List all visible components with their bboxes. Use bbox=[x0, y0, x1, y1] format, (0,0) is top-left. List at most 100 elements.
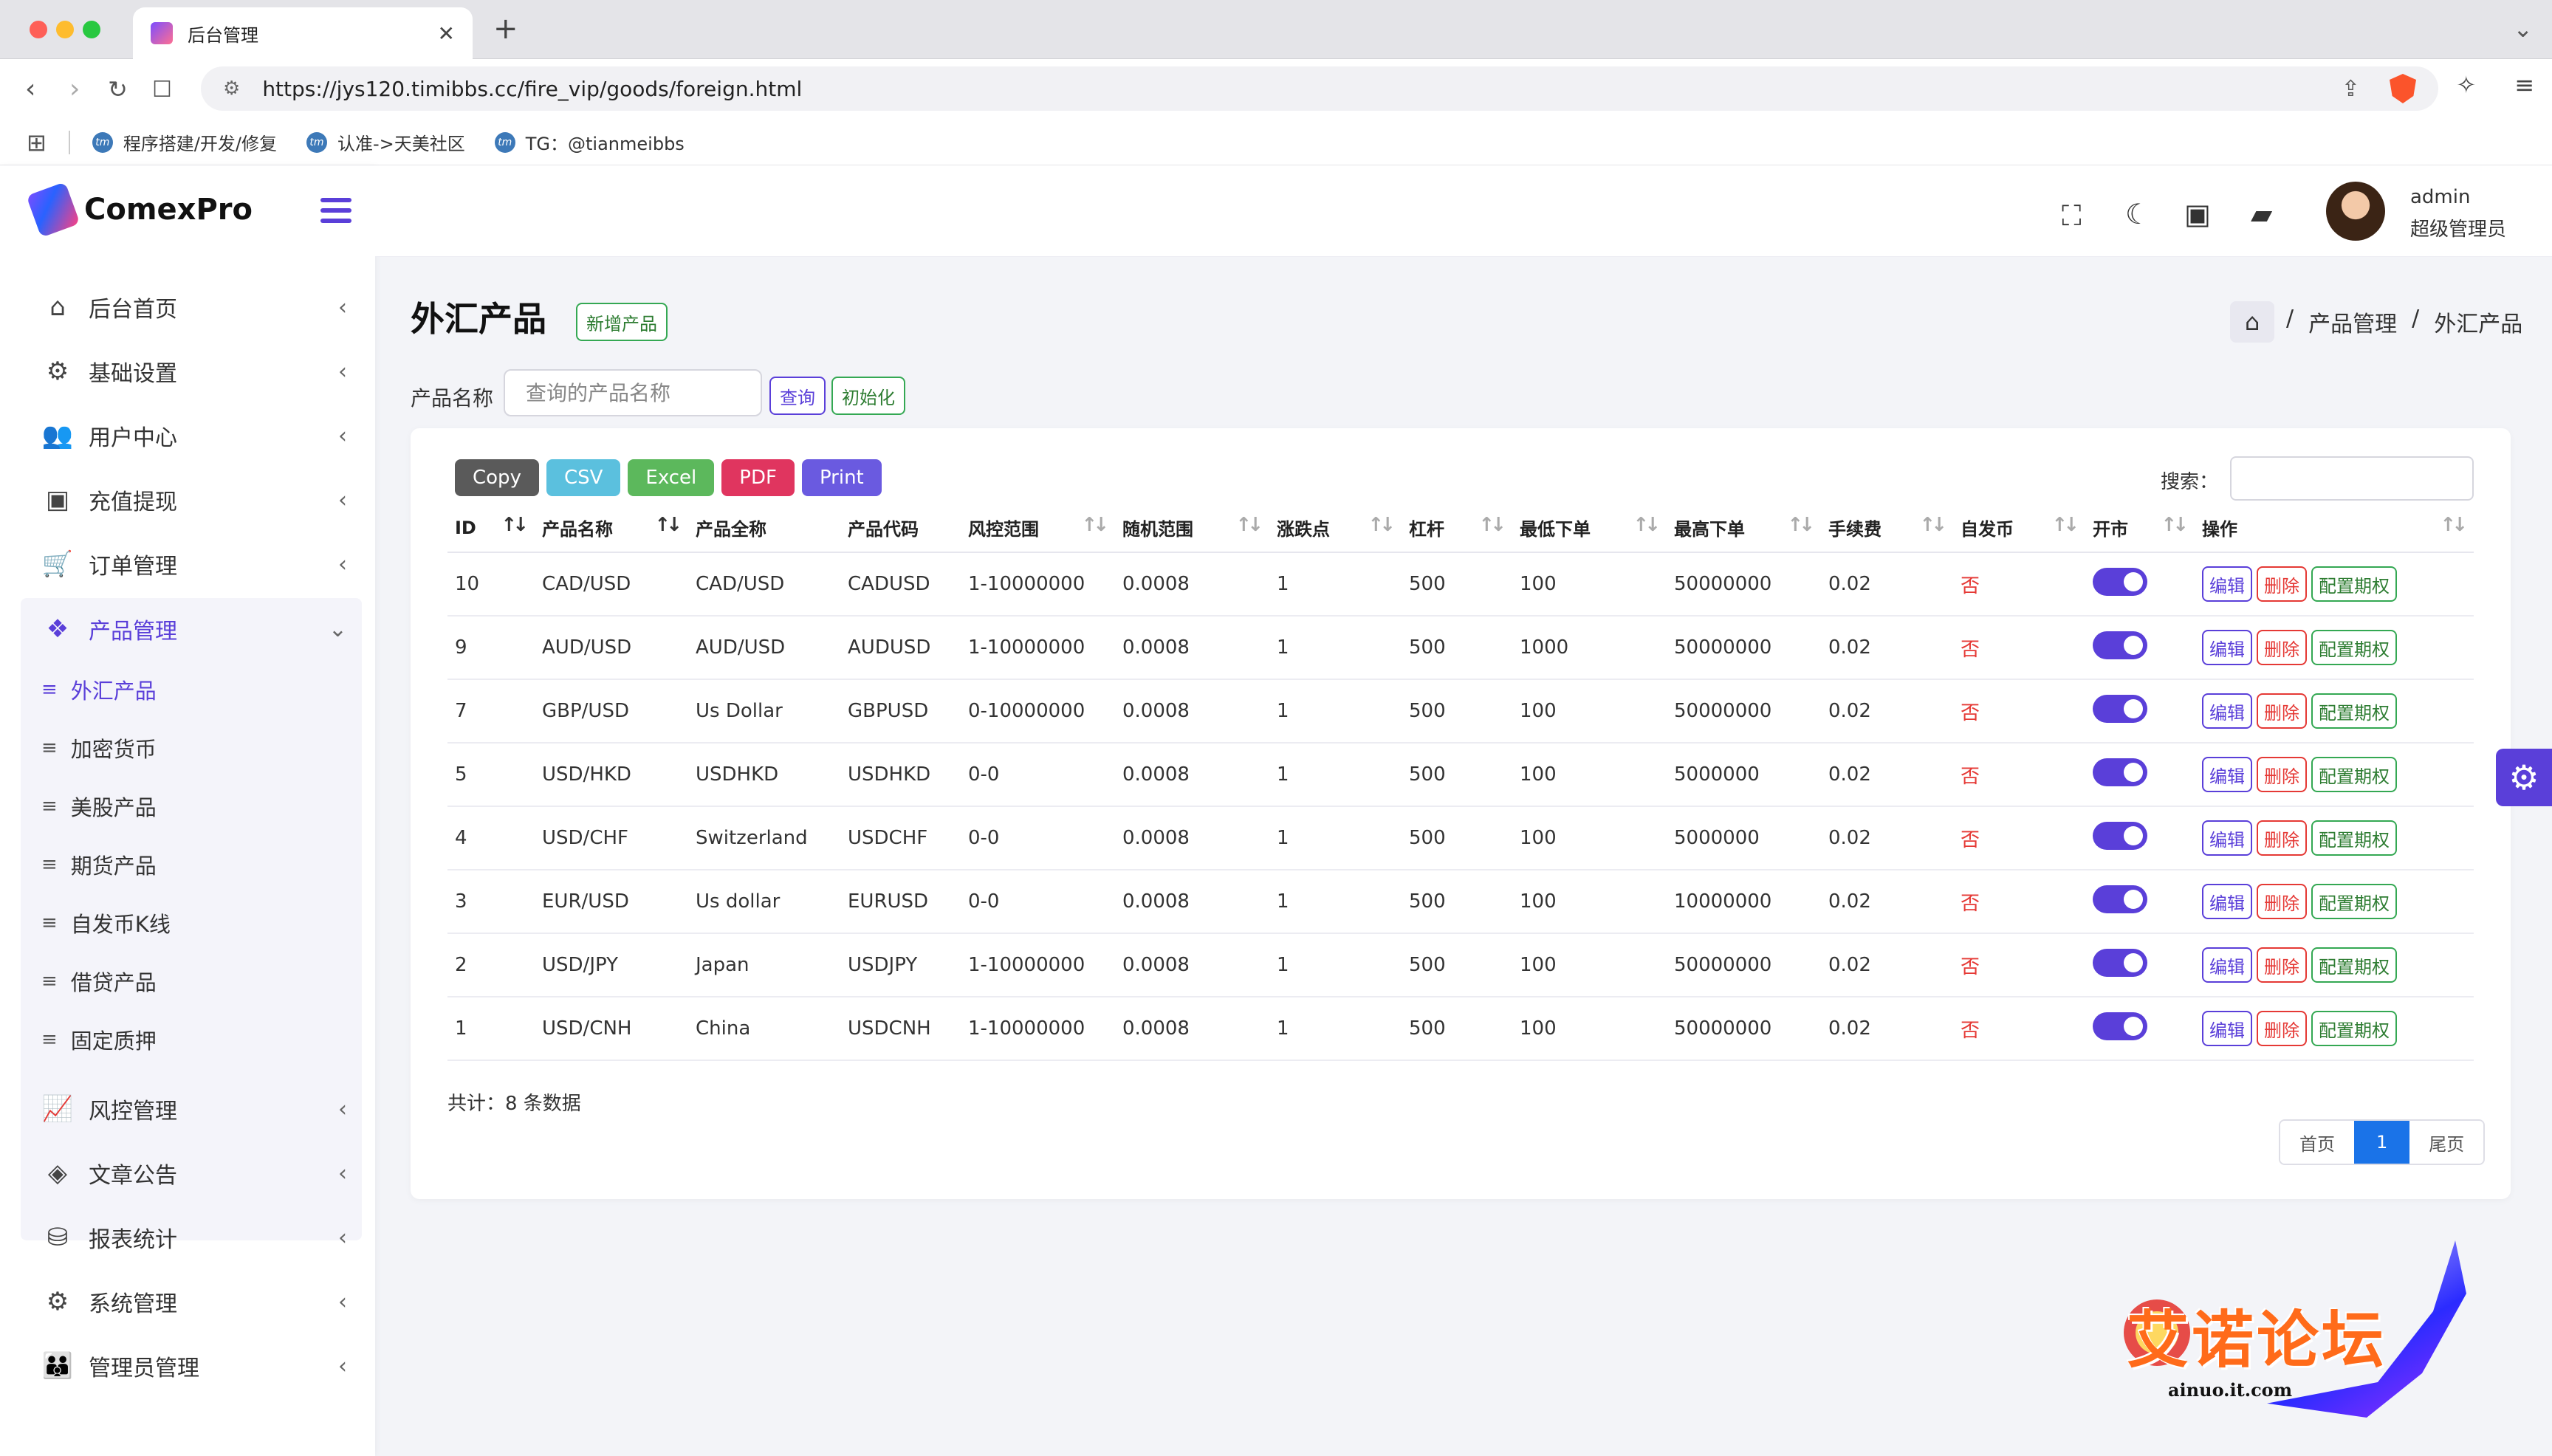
sidebar-item-products[interactable]: ❖ 产品管理 ⌄ bbox=[21, 602, 362, 656]
column-header[interactable]: 自发币 ↑↓ bbox=[1953, 504, 2085, 553]
config-options-button[interactable]: 配置期权 bbox=[2311, 820, 2397, 856]
column-header[interactable]: 开市 ↑↓ bbox=[2085, 504, 2195, 553]
sort-icon[interactable]: ↑↓ bbox=[1081, 514, 1108, 536]
config-options-button[interactable]: 配置期权 bbox=[2311, 947, 2397, 983]
column-header[interactable]: 产品全称 bbox=[688, 504, 840, 553]
sidebar-item-deposit[interactable]: ▣ 充值提现 ‹ bbox=[21, 473, 362, 526]
excel-button[interactable]: Excel bbox=[628, 459, 715, 496]
copy-button[interactable]: Copy bbox=[455, 459, 539, 496]
submenu-item-futures[interactable]: ≡ 期货产品 bbox=[41, 842, 157, 887]
csv-button[interactable]: CSV bbox=[546, 459, 621, 496]
product-name-input[interactable] bbox=[504, 369, 762, 416]
print-button[interactable]: Print bbox=[801, 459, 882, 496]
column-header[interactable]: 风控范围 ↑↓ bbox=[961, 504, 1115, 553]
table-search-input[interactable] bbox=[2230, 456, 2474, 501]
brave-shield-icon[interactable] bbox=[2390, 74, 2416, 103]
sidebar-item-orders[interactable]: 🛒 订单管理 ‹ bbox=[21, 538, 362, 591]
sort-icon[interactable]: ↑↓ bbox=[2161, 514, 2188, 536]
new-tab-icon[interactable]: + bbox=[493, 12, 518, 46]
sort-icon[interactable]: ↑↓ bbox=[1633, 514, 1660, 536]
site-settings-icon[interactable]: ⚙ bbox=[223, 78, 241, 100]
column-header[interactable]: 手续费 ↑↓ bbox=[1821, 504, 1953, 553]
url-text[interactable]: https://jys120.timibbs.cc/fire_vip/goods… bbox=[262, 76, 803, 101]
sidebar-item-settings[interactable]: ⚙ 基础设置 ‹ bbox=[21, 345, 362, 398]
edit-button[interactable]: 编辑 bbox=[2202, 693, 2252, 729]
browser-tab[interactable]: 后台管理 ✕ bbox=[133, 7, 473, 59]
edit-button[interactable]: 编辑 bbox=[2202, 947, 2252, 983]
edit-button[interactable]: 编辑 bbox=[2202, 820, 2252, 856]
config-options-button[interactable]: 配置期权 bbox=[2311, 630, 2397, 665]
dark-mode-moon-icon[interactable]: ☾ bbox=[2125, 198, 2151, 230]
breadcrumb-item[interactable]: 产品管理 bbox=[2308, 312, 2398, 337]
sort-icon[interactable]: ↑↓ bbox=[1919, 514, 1946, 536]
delete-button[interactable]: 删除 bbox=[2257, 884, 2307, 919]
market-open-toggle[interactable] bbox=[2093, 1012, 2147, 1040]
share-icon[interactable]: ⇪ bbox=[2341, 75, 2360, 102]
user-name[interactable]: admin bbox=[2410, 186, 2471, 208]
bookmark-icon[interactable]: ☐ bbox=[152, 77, 172, 103]
menu-toggle-icon[interactable] bbox=[320, 198, 351, 223]
column-header[interactable]: 操作 ↑↓ bbox=[2195, 504, 2474, 553]
edit-button[interactable]: 编辑 bbox=[2202, 1011, 2252, 1046]
sort-icon[interactable]: ↑↓ bbox=[1478, 514, 1506, 536]
sort-icon[interactable]: ↑↓ bbox=[2051, 514, 2079, 536]
column-header[interactable]: 随机范围 ↑↓ bbox=[1115, 504, 1269, 553]
bookmark-item[interactable]: tm 程序搭建/开发/修复 bbox=[92, 129, 277, 155]
sort-icon[interactable]: ↑↓ bbox=[1368, 514, 1395, 536]
minimize-window-button[interactable] bbox=[56, 21, 74, 38]
submenu-item-staking[interactable]: ≡ 固定质押 bbox=[41, 1017, 157, 1062]
forward-icon[interactable]: › bbox=[69, 74, 80, 104]
config-options-button[interactable]: 配置期权 bbox=[2311, 757, 2397, 792]
apps-grid-icon[interactable]: ⊞ bbox=[27, 128, 47, 157]
column-header[interactable]: 最低下单 ↑↓ bbox=[1512, 504, 1667, 553]
market-open-toggle[interactable] bbox=[2093, 567, 2147, 596]
edit-button[interactable]: 编辑 bbox=[2202, 757, 2252, 792]
delete-button[interactable]: 删除 bbox=[2257, 693, 2307, 729]
column-header[interactable]: 最高下单 ↑↓ bbox=[1667, 504, 1821, 553]
delete-button[interactable]: 删除 bbox=[2257, 630, 2307, 665]
edit-button[interactable]: 编辑 bbox=[2202, 630, 2252, 665]
avatar[interactable] bbox=[2326, 182, 2385, 241]
column-header[interactable]: ID ↑↓ bbox=[447, 504, 535, 553]
reset-button[interactable]: 初始化 bbox=[831, 377, 905, 415]
message-icon[interactable]: ▰ bbox=[2251, 198, 2273, 230]
edit-button[interactable]: 编辑 bbox=[2202, 566, 2252, 602]
config-options-button[interactable]: 配置期权 bbox=[2311, 1011, 2397, 1046]
sort-icon[interactable]: ↑↓ bbox=[1787, 514, 1814, 536]
submenu-item-us-stocks[interactable]: ≡ 美股产品 bbox=[41, 784, 157, 828]
submenu-item-lending[interactable]: ≡ 借贷产品 bbox=[41, 959, 157, 1003]
close-window-button[interactable] bbox=[30, 21, 47, 38]
sort-icon[interactable]: ↑↓ bbox=[501, 514, 528, 536]
market-open-toggle[interactable] bbox=[2093, 821, 2147, 850]
column-header[interactable]: 产品名称 ↑↓ bbox=[535, 504, 688, 553]
column-header[interactable]: 杠杆 ↑↓ bbox=[1402, 504, 1512, 553]
market-open-toggle[interactable] bbox=[2093, 758, 2147, 786]
page-1-button[interactable]: 1 bbox=[2354, 1121, 2410, 1164]
add-product-button[interactable]: 新增产品 bbox=[576, 303, 668, 341]
pdf-button[interactable]: PDF bbox=[721, 459, 795, 496]
market-open-toggle[interactable] bbox=[2093, 631, 2147, 659]
tab-list-chevron-icon[interactable]: ⌄ bbox=[2513, 15, 2533, 43]
delete-button[interactable]: 删除 bbox=[2257, 566, 2307, 602]
first-page-button[interactable]: 首页 bbox=[2280, 1121, 2354, 1164]
sidebar-item-system[interactable]: ⚙ 系统管理 ‹ bbox=[21, 1275, 362, 1328]
last-page-button[interactable]: 尾页 bbox=[2409, 1121, 2484, 1164]
ai-sparkle-icon[interactable]: ✧ bbox=[2456, 71, 2477, 99]
edit-button[interactable]: 编辑 bbox=[2202, 884, 2252, 919]
url-bar[interactable]: ⚙ https://jys120.timibbs.cc/fire_vip/goo… bbox=[201, 66, 2438, 111]
bookmark-item[interactable]: tm TG：@tianmeibbs bbox=[494, 129, 685, 155]
sidebar-item-risk[interactable]: 📈 风控管理 ‹ bbox=[21, 1082, 362, 1136]
config-options-button[interactable]: 配置期权 bbox=[2311, 693, 2397, 729]
config-options-button[interactable]: 配置期权 bbox=[2311, 884, 2397, 919]
delete-button[interactable]: 删除 bbox=[2257, 820, 2307, 856]
theme-settings-gear-icon[interactable]: ⚙ bbox=[2496, 749, 2552, 806]
maximize-window-button[interactable] bbox=[83, 21, 100, 38]
sort-icon[interactable]: ↑↓ bbox=[2440, 514, 2467, 536]
bookmark-item[interactable]: tm 认准->天美社区 bbox=[306, 129, 465, 155]
fullscreen-icon[interactable]: ⛶ bbox=[2062, 199, 2082, 232]
column-header[interactable]: 涨跌点 ↑↓ bbox=[1269, 504, 1402, 553]
submenu-item-custom-kline[interactable]: ≡ 自发币K线 bbox=[41, 901, 171, 945]
back-icon[interactable]: ‹ bbox=[25, 74, 36, 104]
breadcrumb-home-icon[interactable]: ⌂ bbox=[2230, 301, 2274, 343]
reload-icon[interactable]: ↻ bbox=[108, 75, 128, 103]
